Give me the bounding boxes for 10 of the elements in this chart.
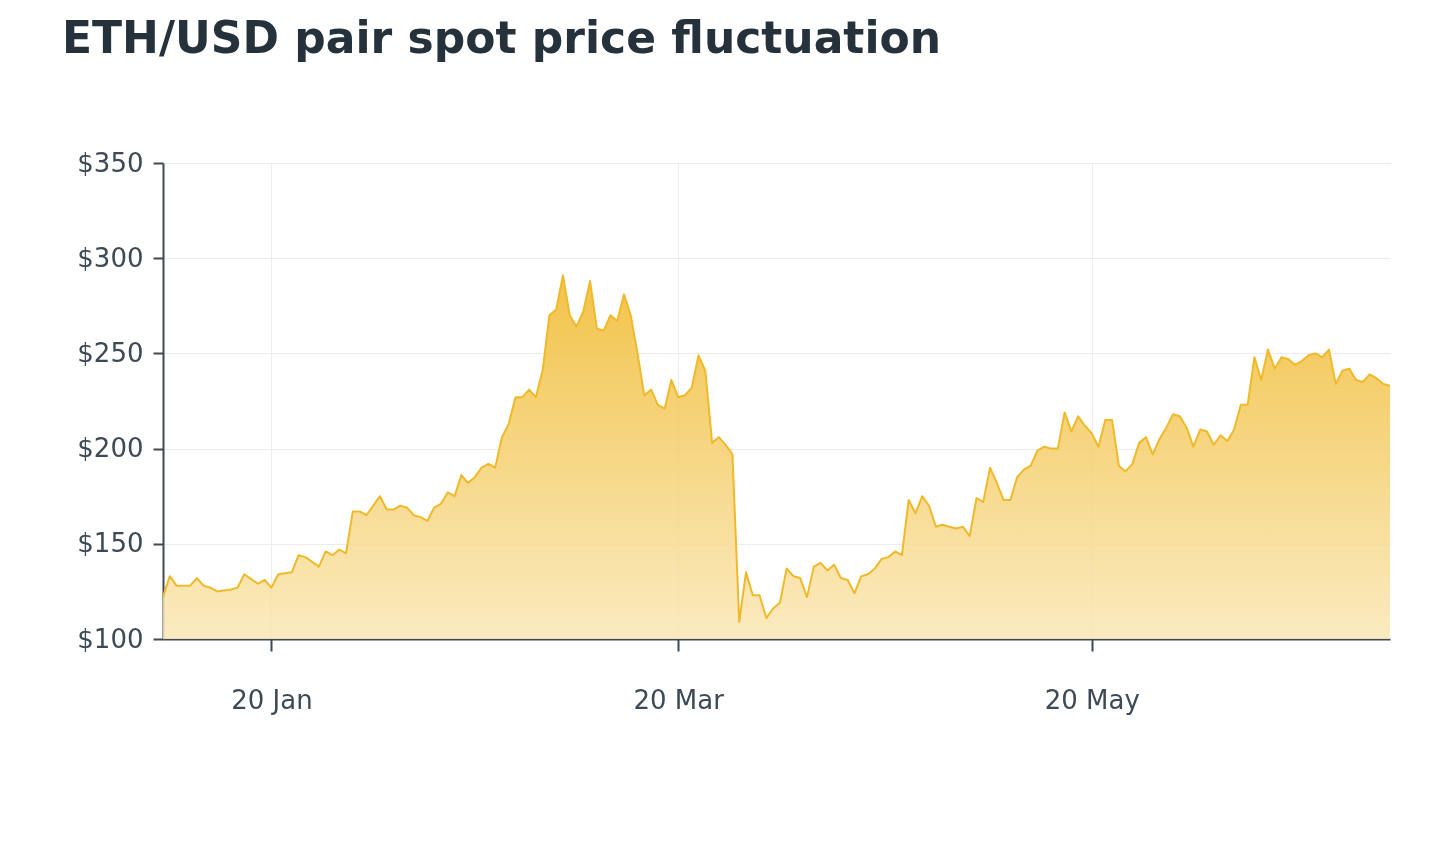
x-tick-label: 20 May [1044, 684, 1140, 715]
y-tick-label: $100 [77, 623, 144, 654]
x-tick-label: 20 Mar [633, 684, 725, 715]
x-tick-label: 20 Jan [231, 684, 313, 715]
y-tick-label: $200 [77, 433, 144, 464]
chart-title: ETH/USD pair spot price fluctuation [62, 12, 942, 63]
y-tick-label: $300 [77, 242, 144, 273]
y-tick-label: $250 [77, 337, 144, 368]
y-tick-label: $350 [77, 147, 144, 178]
y-tick-label: $150 [77, 528, 144, 559]
